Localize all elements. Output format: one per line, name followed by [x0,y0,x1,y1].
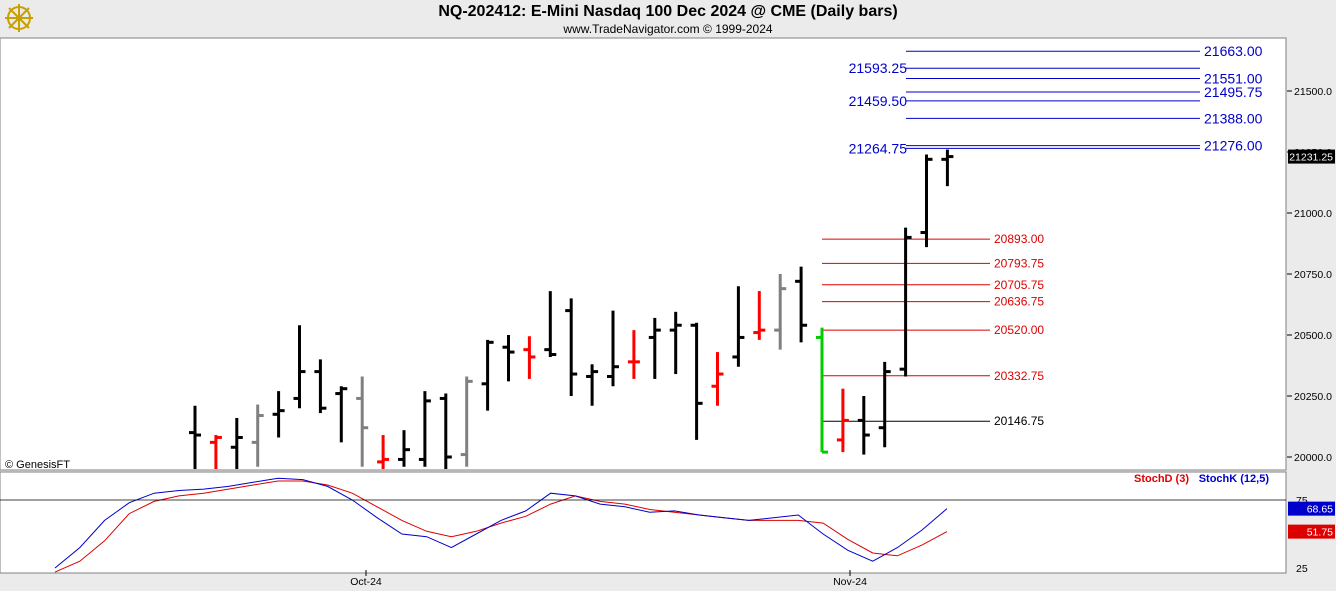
ohlc-bar [398,430,410,467]
ohlc-bar [502,335,515,382]
stochk-last-label: 68.65 [1307,504,1333,516]
level-label-blue-left: 21459.50 [849,93,908,109]
ohlc-bar [607,310,619,387]
ohlc-bar [230,417,243,469]
price-levels: 20893.00 20793.75 20705.75 20636.75 20520.00… [822,43,1263,428]
ohlc-bar [732,286,745,367]
level-label-blue: 21495.75 [1204,84,1263,100]
stochd-last-label: 51.75 [1307,527,1333,539]
ship-wheel-logo-icon [4,3,34,38]
ohlc-bar [627,330,640,379]
chart-title: NQ-202412: E-Mini Nasdaq 100 Dec 2024 @ … [438,3,898,20]
ohlc-bar [209,435,222,469]
ohlc-bar [481,339,494,411]
ohlc-bar [836,388,849,453]
ohlc-bar [272,391,285,438]
watermark: © GenesisFT [5,459,70,471]
level-label-blue-left: 21593.25 [849,60,908,76]
stochd-last-box [1288,524,1335,539]
price-tick-label: 20250.0 [1294,391,1332,403]
price-tick-label: 20000.0 [1294,452,1332,464]
ohlc-bar [586,364,599,406]
level-label-red: 20793.75 [994,256,1044,270]
ohlc-bar [648,317,661,379]
ohlc-bar [774,274,787,350]
ohlc-bar [899,227,912,377]
ohlc-bar [418,391,431,467]
chart-header: NQ-202412: E-Mini Nasdaq 100 Dec 2024 @ … [0,0,1336,38]
price-axis-ticks: 21500.021250.021000.020750.020500.020250… [1287,86,1335,464]
last-price-box [1288,149,1335,164]
ohlc-bar [377,435,390,469]
level-label-black: 20146.75 [994,414,1044,428]
level-label-red: 20893.00 [994,232,1044,246]
stochk-last-box [1288,501,1335,516]
ohlc-bar [878,361,891,448]
level-label-red: 20705.75 [994,278,1044,292]
ohlc-bar [711,352,724,406]
stochk-line [54,477,948,569]
level-label-red: 20520.00 [994,323,1044,337]
level-label-red: 20636.75 [994,295,1044,309]
date-tick-label: Nov-24 [833,576,867,588]
ohlc-bar [356,376,369,467]
ohlc-bar [690,322,703,440]
last-price-label: 21231.25 [1289,152,1333,164]
chart-subtitle: www.TradeNavigator.com © 1999-2024 [563,22,773,36]
ohlc-bar [795,266,808,343]
level-label-blue: 21388.00 [1204,110,1263,126]
ohlc-bar [669,311,682,375]
ohlc-bar [544,291,557,357]
price-panel [0,37,1287,471]
date-axis: Oct-24 Nov-24 [350,570,867,588]
stochastic-lines [54,477,948,573]
legend-stochd: StochD (3) [1134,473,1189,485]
ohlc-bar [314,359,327,414]
stoch-tick-label: 25 [1296,563,1308,575]
ohlc-bar [189,405,201,469]
ohlc-bar [293,325,306,409]
legend-stochk: StochK (12,5) [1199,473,1270,485]
level-label-red: 20332.75 [994,369,1044,383]
ohlc-bar [857,396,870,455]
ohlc-bar [920,154,933,248]
ohlc-bar [753,291,766,340]
level-label-blue: 21551.00 [1204,71,1263,87]
price-axis [1287,38,1336,573]
stoch-tick-label: 75 [1296,495,1308,507]
ohlc-bar [335,386,348,443]
ohlc-bar [941,149,954,187]
ohlc-bars [189,149,954,469]
date-tick-label: Oct-24 [350,576,382,588]
ohlc-bar [523,336,536,379]
stochastic-panel [0,471,1287,574]
stochastic-axis: 75 25 68.65 51.75 [0,495,1335,575]
ohlc-bar [460,376,473,467]
level-label-blue-left: 21264.75 [849,140,908,156]
level-label-blue: 21276.00 [1204,138,1263,154]
price-tick-label: 20500.0 [1294,330,1332,342]
ohlc-bar [565,298,578,396]
ohlc-bar [439,393,452,469]
price-tick-label: 21500.0 [1294,86,1332,98]
price-tick-label: 20750.0 [1294,269,1332,281]
stochd-line [54,480,948,573]
price-tick-label: 21000.0 [1294,208,1332,220]
level-label-blue: 21663.00 [1204,43,1263,59]
ohlc-bar [251,404,264,467]
ohlc-bar [816,327,828,454]
